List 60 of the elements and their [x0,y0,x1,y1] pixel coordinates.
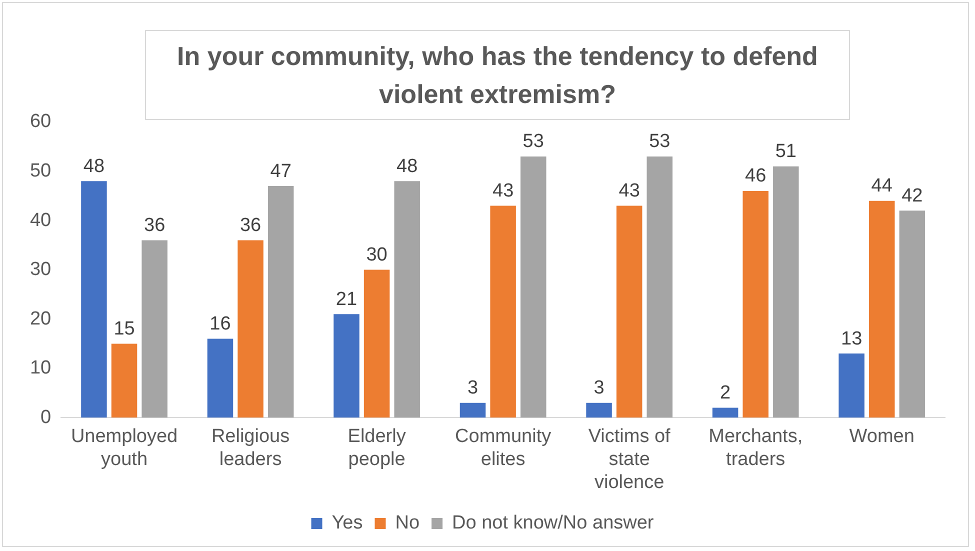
bar [111,344,138,418]
bar [207,338,234,418]
y-tick-label: 0 [40,406,52,428]
x-tick-label: Religious leaders [211,426,290,470]
y-tick-label: 60 [30,111,52,132]
data-label: 13 [840,328,862,350]
bar [712,408,738,418]
data-label: 53 [522,131,544,152]
y-tick-label: 30 [30,259,52,280]
y-tick-label: 50 [30,160,52,182]
data-label: 3 [467,378,478,399]
data-label: 48 [396,156,418,177]
data-label: 47 [270,160,292,182]
data-label: 53 [649,131,670,152]
bar [364,270,390,418]
data-label: 30 [366,244,388,266]
bar [773,166,799,418]
data-label: 2 [720,382,731,404]
legend-label: No [395,512,420,534]
y-tick-label: 20 [30,308,52,330]
bar [142,240,168,418]
bar [868,200,895,418]
legend-label: Do not know/No answer [452,512,654,534]
data-label: 44 [871,176,893,197]
legend-label: Yes [332,512,363,534]
bar [460,402,486,418]
data-label: 43 [618,180,640,202]
data-label: 21 [336,288,358,310]
bar [394,181,420,418]
bar [490,206,516,418]
bar [586,402,612,418]
data-label: 48 [83,156,105,177]
data-label: 3 [594,378,604,399]
bar [81,181,107,418]
data-label: 36 [144,214,166,236]
data-label: 36 [240,214,262,236]
bar [838,354,864,418]
bar [646,156,673,418]
data-label: 16 [210,314,231,335]
bar [334,314,360,418]
bar [520,156,546,418]
x-tick-label: Victims of state violence [588,426,672,493]
chart-title: In your community, who has the tendency to defend violent extremism? [145,30,850,120]
data-label: 43 [492,180,514,202]
x-tick-label: Elderly people [348,426,406,470]
bar [742,190,768,418]
bar [238,240,264,418]
bar [268,186,294,418]
x-tick-label: Merchants, traders [708,426,803,470]
x-tick-label: Community elites [455,426,552,470]
y-tick-label: 40 [30,210,52,231]
x-tick-label: Women [849,426,914,448]
data-label: 46 [745,166,766,187]
y-tick-label: 10 [30,358,52,379]
data-label: 42 [902,185,923,206]
data-label: 15 [114,318,135,340]
x-tick-label: Unemployed youth [70,426,178,470]
data-label: 51 [775,141,796,162]
bar [616,206,642,418]
bar [899,210,926,418]
